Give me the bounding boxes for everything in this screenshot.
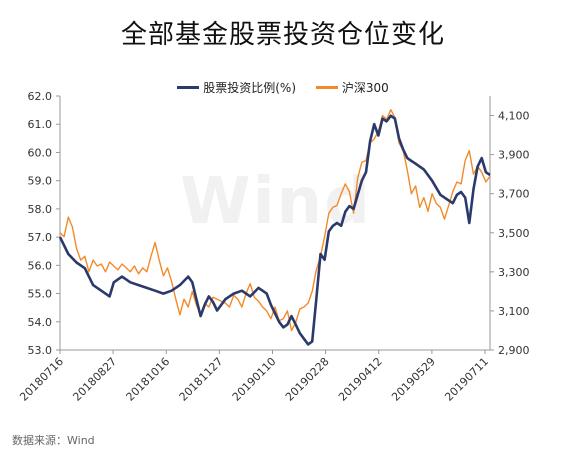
x-tick-label: 20190529 — [389, 355, 438, 404]
y-left-tick-label: 61.0 — [28, 118, 53, 131]
y-left-tick-label: 62.0 — [28, 90, 53, 103]
x-tick-label: 20180716 — [17, 355, 66, 404]
series-line-hs300 — [59, 109, 491, 332]
y-right-tick-label: 2,900 — [498, 344, 530, 357]
chart-legend: 股票投资比例(%) 沪深300 — [0, 78, 566, 96]
x-tick-label: 20181127 — [177, 355, 226, 404]
chart-title: 全部基金股票投资仓位变化 — [120, 20, 445, 50]
y-left-tick-label: 58.0 — [28, 203, 53, 216]
chart-axes: 53.0 54.0 55.0 56.0 57.0 58.0 59.0 60.0 61.0 62.0… — [17, 90, 529, 404]
y-right-tick-label: 3,700 — [498, 188, 530, 201]
legend-item-position: 股票投资比例(%) — [177, 79, 296, 96]
y-left-tick-label: 60.0 — [28, 146, 53, 159]
legend-label-position: 股票投资比例(%) — [203, 81, 297, 95]
x-tick-label: 20190412 — [336, 355, 385, 404]
chart-lines — [58, 109, 491, 346]
legend-item-hs300: 沪深300 — [315, 79, 389, 96]
data-source: 数据来源：Wind — [12, 434, 95, 447]
series-line-position — [58, 114, 491, 346]
y-left-tick-label: 54.0 — [28, 316, 53, 329]
legend-label-hs300: 沪深300 — [341, 81, 389, 95]
y-left-tick-label: 57.0 — [28, 231, 53, 244]
y-right-tick-label: 4,100 — [498, 110, 530, 123]
x-tick-label: 20190711 — [442, 355, 491, 404]
y-right-tick-label: 3,500 — [498, 227, 530, 240]
y-right-tick-label: 3,100 — [498, 305, 530, 318]
y-left-tick-label: 59.0 — [28, 175, 53, 188]
legend-swatch-hs300 — [315, 86, 338, 89]
x-tick-label: 20190110 — [230, 355, 279, 404]
legend-swatch-position — [177, 86, 200, 89]
x-tick-label: 20190228 — [283, 355, 332, 404]
y-right-tick-label: 3,900 — [498, 149, 530, 162]
y-left-tick-label: 55.0 — [28, 288, 53, 301]
y-left-tick-label: 53.0 — [28, 344, 53, 357]
x-tick-label: 20180827 — [70, 355, 119, 404]
x-tick-label: 20181016 — [124, 355, 173, 404]
y-right-tick-label: 3,300 — [498, 266, 530, 279]
y-left-tick-label: 56.0 — [28, 259, 53, 272]
